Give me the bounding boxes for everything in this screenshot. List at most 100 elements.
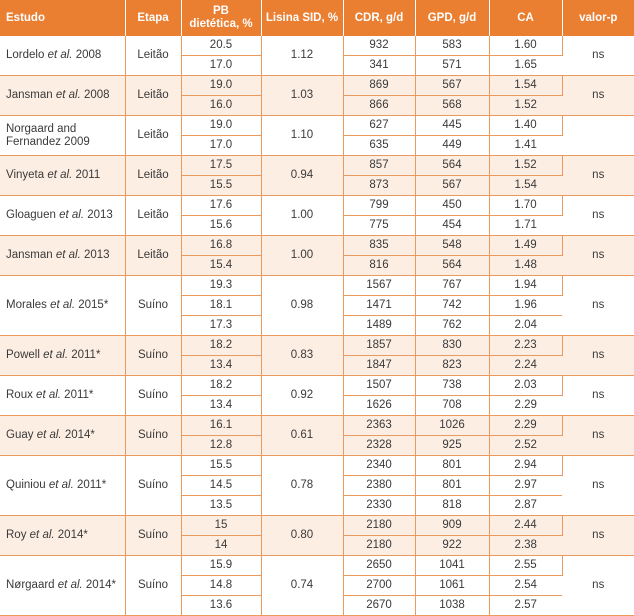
table-row: 18.1 1471 742 1.96 [0, 295, 634, 316]
estudo-author: Gloaguen [6, 209, 60, 221]
estudo-year: 2011 [72, 169, 101, 181]
cell-gpd: 548 [415, 235, 490, 256]
cell-estudo: Jansman et al. 2008 [0, 75, 126, 116]
cell-valor-p: ns [562, 195, 634, 236]
cell-ca: 1.52 [489, 155, 563, 176]
cell-cdr: 2180 [343, 515, 416, 536]
cell-gpd: 454 [415, 215, 490, 236]
cell-lisina: 1.00 [261, 235, 344, 276]
estudo-year: 2011* [73, 479, 107, 491]
cell-valor-p: ns [562, 515, 634, 556]
cell-cdr: 2180 [343, 535, 416, 556]
estudo-et-al: et al. [36, 429, 62, 441]
cell-estudo: Nørgaard et al. 2014* [0, 555, 126, 616]
cell-pb: 13.4 [181, 355, 262, 376]
cell-etapa: Leitão [125, 115, 182, 156]
table-row: 12.8 2328 925 2.52 [0, 435, 634, 456]
table-row: 15.5 873 567 1.54 [0, 175, 634, 196]
estudo-et-al: et al. [59, 209, 85, 221]
estudo-author: Roy [6, 529, 30, 541]
table-row: 16.0 866 568 1.52 [0, 95, 634, 116]
cell-lisina: 0.61 [261, 415, 344, 456]
cell-cdr: 2328 [343, 435, 416, 456]
estudo-et-al: et al. [55, 89, 81, 101]
cell-gpd: 742 [415, 295, 490, 316]
cell-pb: 16.8 [181, 235, 262, 256]
header-estudo: Estudo [0, 0, 126, 36]
cell-pb: 18.1 [181, 295, 262, 316]
table-body: Lordelo et al. 2008 Leitão 20.5 1.12 932 583 1… [0, 36, 634, 616]
cell-pb: 12.8 [181, 435, 262, 456]
cell-etapa: Suíno [125, 335, 182, 376]
cell-ca: 2.94 [489, 455, 563, 476]
cell-gpd: 767 [415, 275, 490, 296]
estudo-et-al: et al. [43, 349, 69, 361]
cell-valor-p: ns [562, 415, 634, 456]
table-row: 14.5 2380 801 2.97 [0, 475, 634, 496]
cell-gpd: 449 [415, 135, 490, 156]
estudo-year: 2014* [54, 529, 88, 541]
cell-gpd: 1026 [415, 415, 490, 436]
cell-cdr: 1489 [343, 315, 416, 336]
estudo-et-al: et al. [47, 49, 73, 61]
cell-gpd: 925 [415, 435, 490, 456]
cell-lisina: 1.12 [261, 36, 344, 76]
cell-ca: 1.60 [489, 36, 563, 56]
table-row: Roy et al. 2014* Suíno 15 0.80 2180 909 2.44 ns [0, 515, 634, 556]
cell-pb: 15 [181, 515, 262, 536]
cell-pb: 19.0 [181, 75, 262, 96]
cell-pb: 18.2 [181, 375, 262, 396]
cell-ca: 2.97 [489, 475, 562, 496]
table-row: 17.3 1489 762 2.04 [0, 315, 634, 336]
table-row: Lordelo et al. 2008 Leitão 20.5 1.12 932 583 1… [0, 36, 634, 76]
cell-gpd: 583 [415, 36, 490, 56]
cell-cdr: 2340 [343, 455, 416, 476]
cell-gpd: 801 [415, 475, 490, 496]
cell-ca: 2.23 [489, 335, 563, 356]
cell-gpd: 823 [415, 355, 490, 376]
cell-etapa: Suíno [125, 555, 182, 616]
estudo-year: 2008 [80, 89, 110, 101]
cell-gpd: 801 [415, 455, 490, 476]
cell-cdr: 2650 [343, 555, 416, 576]
cell-lisina: 0.94 [261, 155, 344, 196]
cell-lisina: 0.78 [261, 455, 344, 516]
cell-cdr: 873 [343, 175, 416, 196]
cell-estudo: Quiniou et al. 2011* [0, 455, 126, 516]
cell-pb: 19.3 [181, 275, 262, 296]
cell-gpd: 830 [415, 335, 490, 356]
cell-valor-p: ns [562, 455, 634, 516]
table-row: Vinyeta et al. 2011 Leitão 17.5 0.94 857 564 1… [0, 155, 634, 196]
cell-gpd: 1041 [415, 555, 490, 576]
estudo-author: Norgaard and Fernandez 2009 [6, 122, 90, 148]
cell-ca: 2.04 [489, 315, 562, 336]
table-header-row: Estudo Etapa PB dietética, % Lisina SID,… [0, 0, 634, 36]
cell-gpd: 450 [415, 195, 490, 216]
header-lisina: Lisina SID, % [261, 0, 344, 36]
cell-cdr: 2380 [343, 475, 416, 496]
cell-valor-p [562, 115, 634, 156]
cell-cdr: 2330 [343, 495, 416, 516]
estudo-et-al: et al. [55, 249, 81, 261]
cell-ca: 2.38 [489, 535, 562, 556]
cell-estudo: Vinyeta et al. 2011 [0, 155, 126, 196]
cell-lisina: 0.80 [261, 515, 344, 556]
cell-pb: 17.3 [181, 315, 262, 336]
cell-estudo: Gloaguen et al. 2013 [0, 195, 126, 236]
cell-pb: 19.0 [181, 115, 262, 136]
cell-estudo: Jansman et al. 2013 [0, 235, 126, 276]
cell-cdr: 635 [343, 135, 416, 156]
cell-estudo: Powell et al. 2011* [0, 335, 126, 376]
cell-ca: 2.55 [489, 555, 563, 576]
cell-estudo: Lordelo et al. 2008 [0, 36, 126, 76]
cell-etapa: Suíno [125, 455, 182, 516]
cell-gpd: 564 [415, 255, 490, 276]
table-row: 17.0 341 571 1.65 [0, 55, 634, 76]
estudo-et-al: et al. [50, 299, 76, 311]
estudo-year: 2015* [75, 299, 109, 311]
cell-ca: 2.57 [489, 595, 562, 616]
cell-gpd: 1061 [415, 575, 490, 596]
estudo-year: 2011* [68, 349, 101, 361]
cell-ca: 1.40 [489, 115, 563, 136]
cell-cdr: 1847 [343, 355, 416, 376]
